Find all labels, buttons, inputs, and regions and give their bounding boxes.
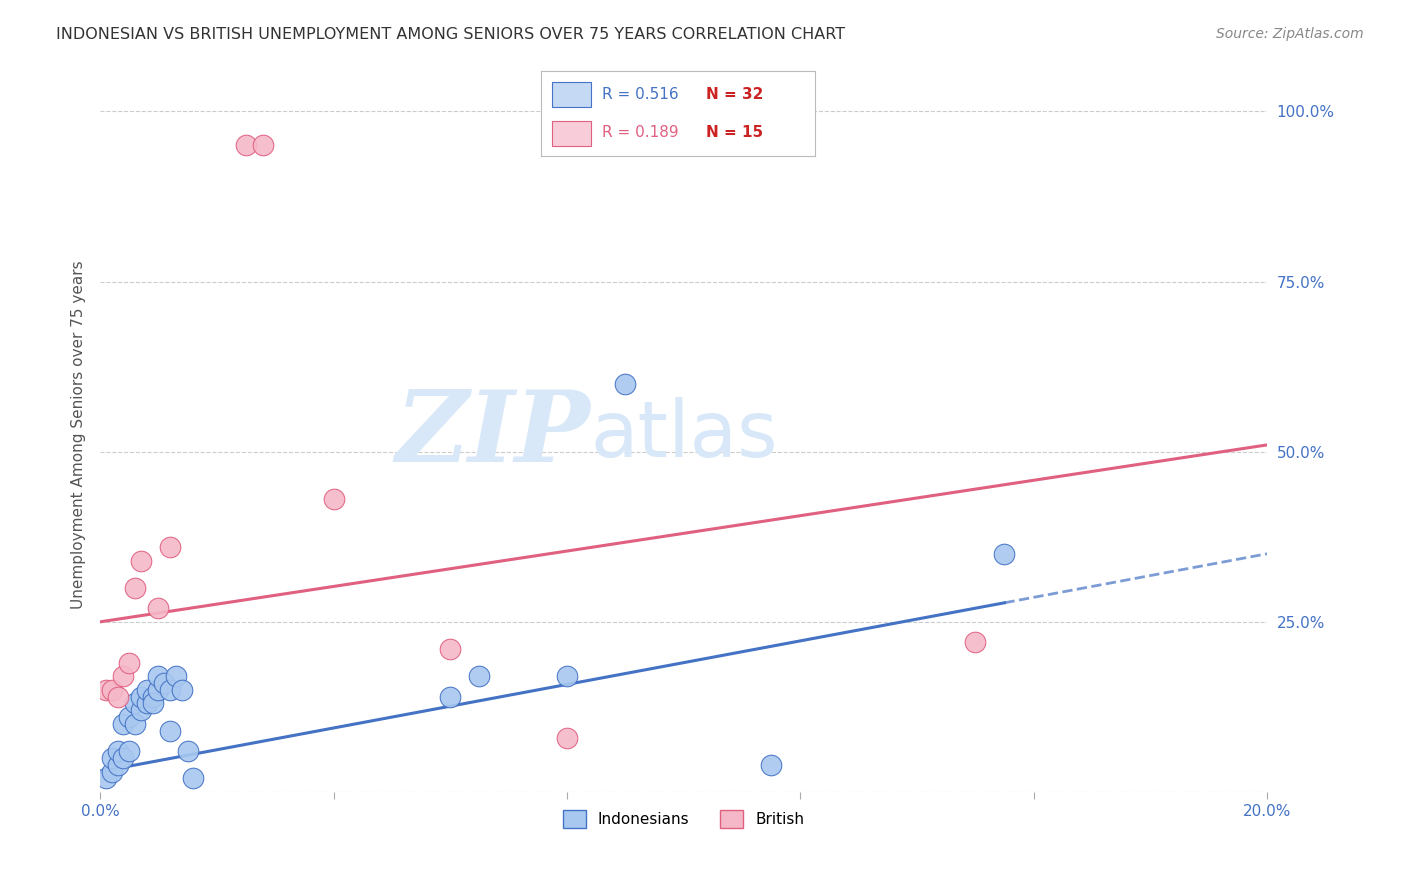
Point bbox=[468, 669, 491, 683]
Point bbox=[159, 723, 181, 738]
Point bbox=[614, 376, 637, 391]
Point bbox=[129, 703, 152, 717]
Point bbox=[165, 669, 187, 683]
Point bbox=[148, 669, 170, 683]
Point bbox=[135, 697, 157, 711]
Point bbox=[118, 656, 141, 670]
Point bbox=[965, 635, 987, 649]
Text: N = 32: N = 32 bbox=[706, 87, 763, 103]
Point bbox=[112, 751, 135, 765]
Point bbox=[148, 682, 170, 697]
Point bbox=[159, 540, 181, 554]
Point bbox=[135, 682, 157, 697]
Point bbox=[124, 717, 146, 731]
Bar bbox=[553, 120, 591, 146]
Text: N = 15: N = 15 bbox=[706, 125, 763, 140]
Point bbox=[124, 697, 146, 711]
Point bbox=[183, 772, 205, 786]
Legend: Indonesians, British: Indonesians, British bbox=[557, 804, 810, 834]
Point bbox=[94, 772, 117, 786]
Point bbox=[118, 710, 141, 724]
Point bbox=[124, 581, 146, 595]
Point bbox=[142, 690, 165, 704]
Text: INDONESIAN VS BRITISH UNEMPLOYMENT AMONG SENIORS OVER 75 YEARS CORRELATION CHART: INDONESIAN VS BRITISH UNEMPLOYMENT AMONG… bbox=[56, 27, 845, 42]
Point bbox=[759, 757, 782, 772]
Point bbox=[112, 717, 135, 731]
Point bbox=[107, 744, 129, 758]
Text: R = 0.189: R = 0.189 bbox=[602, 125, 678, 140]
Point bbox=[118, 744, 141, 758]
Point bbox=[101, 682, 124, 697]
Text: ZIP: ZIP bbox=[395, 386, 591, 483]
Text: R = 0.516: R = 0.516 bbox=[602, 87, 678, 103]
Point bbox=[148, 601, 170, 615]
Point bbox=[129, 690, 152, 704]
Bar bbox=[553, 81, 591, 107]
Point bbox=[101, 764, 124, 779]
Y-axis label: Unemployment Among Seniors over 75 years: Unemployment Among Seniors over 75 years bbox=[72, 260, 86, 609]
Point bbox=[129, 553, 152, 567]
Text: Source: ZipAtlas.com: Source: ZipAtlas.com bbox=[1216, 27, 1364, 41]
Point bbox=[112, 669, 135, 683]
Point bbox=[101, 751, 124, 765]
Point bbox=[252, 138, 274, 153]
Point bbox=[176, 744, 198, 758]
Point bbox=[993, 547, 1015, 561]
Point bbox=[107, 690, 129, 704]
Point bbox=[322, 492, 344, 507]
Point bbox=[153, 676, 176, 690]
Point bbox=[555, 669, 578, 683]
Point bbox=[170, 682, 193, 697]
Point bbox=[159, 682, 181, 697]
Point bbox=[107, 757, 129, 772]
Point bbox=[94, 682, 117, 697]
Text: atlas: atlas bbox=[591, 397, 778, 473]
Point bbox=[439, 690, 461, 704]
Point bbox=[555, 731, 578, 745]
Point bbox=[142, 697, 165, 711]
Point bbox=[235, 138, 257, 153]
Point bbox=[439, 642, 461, 657]
